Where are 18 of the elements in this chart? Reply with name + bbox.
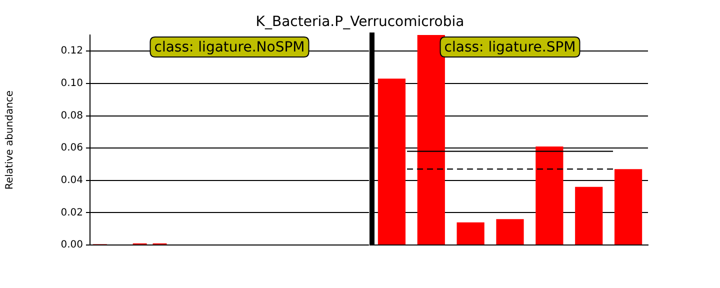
- chart-title: K_Bacteria.P_Verrucomicrobia: [254, 14, 466, 30]
- y-tick-label: 0.10: [60, 78, 83, 90]
- y-tick-label: 0.02: [60, 207, 83, 218]
- y-tick-label: 0.00: [60, 240, 83, 251]
- bar: [378, 78, 406, 244]
- bar: [456, 222, 484, 244]
- bar: [536, 146, 564, 244]
- y-tick-label: 0.08: [60, 110, 83, 122]
- y-tick-label: 0.06: [60, 142, 83, 154]
- bar: [614, 169, 642, 244]
- y-tick-label: 0.04: [60, 174, 83, 186]
- y-axis-title: Relative abundance: [4, 90, 16, 190]
- bar: [417, 35, 445, 244]
- y-tick-label: 0.12: [60, 46, 83, 57]
- annotation: class: ligature.NoSPM: [154, 40, 305, 56]
- bar: [496, 219, 524, 244]
- annotation: class: ligature.SPM: [444, 40, 576, 56]
- bar: [575, 186, 603, 244]
